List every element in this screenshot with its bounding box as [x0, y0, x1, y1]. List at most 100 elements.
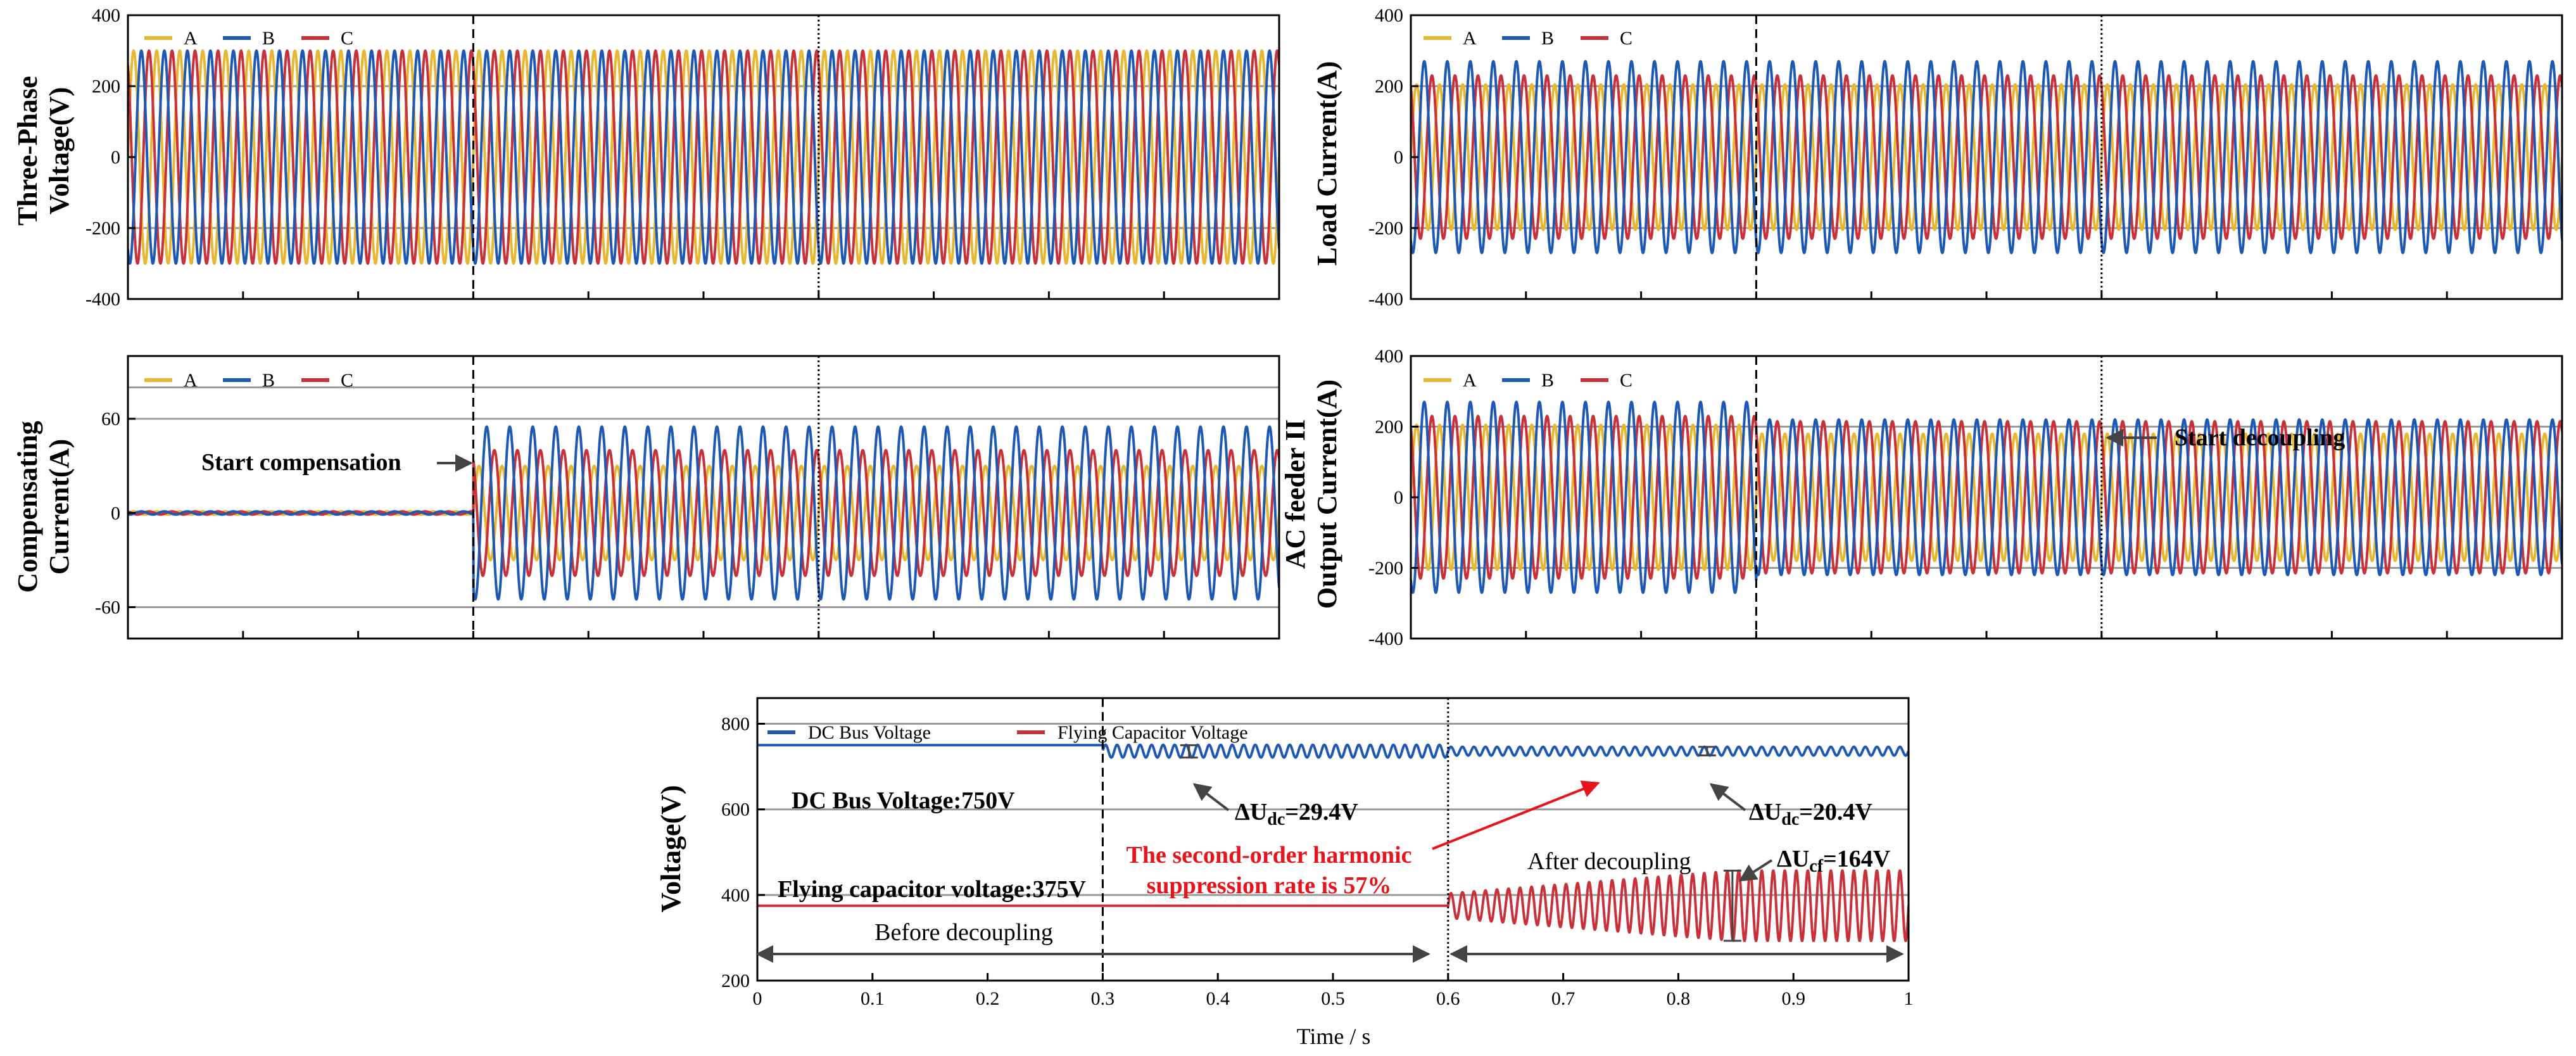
delta-udc-2-prefix: ΔU — [1749, 799, 1781, 825]
delta-udc-1-suffix: =29.4V — [1285, 799, 1358, 825]
delta-udc-2-suffix: =20.4V — [1799, 799, 1872, 825]
flying-capacitor-voltage-label: Flying capacitor voltage:375V — [778, 876, 1086, 903]
x-tick-label: 0.2 — [976, 988, 1000, 1009]
delta-udc-2-text: ΔUdc=20.4V — [1749, 799, 1872, 829]
before-decoupling-label-bg — [849, 919, 1079, 948]
trace-phase-c — [1411, 414, 2562, 580]
y-tick-label: -400 — [1368, 289, 1403, 310]
y-tick-label: 400 — [92, 5, 120, 26]
traces — [1411, 60, 2562, 255]
ac-feeder-ylabel-line2: Output Current(A) — [1311, 379, 1342, 609]
three-phase-voltage-ylabel-line1: Three-Phase — [12, 76, 43, 226]
legend-label-c: C — [341, 370, 353, 391]
legend-label-flying-cap: Flying Capacitor Voltage — [1058, 722, 1248, 743]
legend-label-a: A — [1463, 28, 1477, 49]
traces — [128, 425, 1279, 601]
compensating-current-ylabel-line2: Current(A) — [44, 439, 75, 575]
ac-feeder-output-current-legend: A B C — [1424, 370, 1632, 391]
trace-dc-bus-voltage — [757, 743, 1909, 759]
x-tick-label: 0.8 — [1667, 988, 1691, 1009]
traces — [1411, 400, 2562, 594]
y-tick-label: 0 — [111, 147, 120, 168]
delta-udc-1-text: ΔUdc=29.4V — [1235, 799, 1358, 829]
traces — [128, 49, 1279, 265]
trace-phase-b — [1411, 400, 2562, 594]
delta-ucf-prefix: ΔU — [1777, 846, 1809, 872]
start-compensation-label: Start compensation — [201, 449, 401, 476]
trace-phase-b — [128, 425, 1279, 601]
y-tick-label: 0 — [1394, 487, 1403, 508]
x-tick-label: 0.9 — [1781, 988, 1805, 1009]
y-tick-label: 200 — [92, 76, 120, 97]
delta-ucf-annotation: ΔUcf=164V — [1738, 846, 1891, 882]
y-tick-label: 200 — [1375, 417, 1403, 438]
x-tick-label: 1 — [1904, 988, 1914, 1009]
y-tick-label: -60 — [95, 597, 120, 618]
voltage-ylabel: Voltage(V) — [655, 785, 686, 912]
delta-udc-annotation-1: ΔUdc=29.4V — [1192, 783, 1358, 829]
y-tick-label: 800 — [721, 714, 750, 735]
y-tick-label: -400 — [85, 289, 120, 310]
load-current-plot: -400 -200 0 200 400 — [1368, 5, 2563, 310]
panel-three-phase-voltage: -400 -200 0 200 400 A B C Three-Phase Voltag… — [12, 5, 1280, 310]
load-current-ylabel: Load Current(A) — [1311, 61, 1342, 265]
trace-phase-a — [128, 464, 1279, 562]
y-tick-label: 600 — [721, 799, 750, 820]
legend-label-a: A — [1463, 370, 1477, 391]
y-tick-label: 200 — [1375, 76, 1403, 97]
delta-ucf-sub: cf — [1809, 856, 1823, 876]
after-decoupling-label: After decoupling — [1527, 848, 1691, 875]
y-tick-label: -200 — [85, 218, 120, 239]
harmonic-suppression-annotation: The second-order harmonic suppression ra… — [1126, 780, 1600, 899]
y-tick-label: 60 — [101, 409, 120, 429]
trace-phase-a — [1411, 423, 2562, 571]
legend-label-c: C — [1620, 28, 1632, 49]
legend-label-b: B — [1541, 28, 1554, 49]
y-tick-label: 400 — [1375, 346, 1403, 367]
trace-phase-c — [1411, 74, 2562, 240]
y-tick-label: 400 — [1375, 5, 1403, 26]
y-tick-label: 400 — [721, 885, 750, 906]
x-tick-label: 0.7 — [1551, 988, 1575, 1009]
y-tick-label: 0 — [1394, 147, 1403, 168]
dc-bus-voltage-legend: DC Bus Voltage Flying Capacitor Voltage — [767, 722, 1248, 743]
panel-dc-bus-voltage: 200 400 600 800 0 0.1 0.2 0.3 0.4 0.5 0.6 0.7 0.8 0.9… — [655, 697, 1914, 1049]
trace-phase-a — [1411, 83, 2562, 231]
delta-udc-2-arrow — [1709, 783, 1746, 811]
delta-ucf-arrow — [1738, 859, 1773, 882]
x-tick-label: 0.6 — [1436, 988, 1460, 1009]
y-tick-label: -400 — [1368, 628, 1403, 649]
panel-ac-feeder-output-current: -400 -200 0 200 400 A B C AC feeder II Outpu… — [1280, 346, 2563, 649]
y-tick-label: -200 — [1368, 218, 1403, 239]
x-tick-label: 0.1 — [861, 988, 885, 1009]
x-tick-label: 0 — [753, 988, 762, 1009]
x-tick-label: 0.4 — [1206, 988, 1230, 1009]
dc-bus-voltage-plot: 200 400 600 800 0 0.1 0.2 0.3 0.4 0.5 0.6 0.7 0.8 0.9… — [721, 697, 1914, 1009]
panel-load-current: -400 -200 0 200 400 A B C Load Current(A) — [1311, 5, 2563, 310]
compensating-current-ylabel-line1: Compensating — [12, 421, 43, 592]
load-current-legend: A B C — [1424, 28, 1632, 49]
trace-phase-c — [128, 49, 1279, 265]
before-decoupling-label: Before decoupling — [874, 919, 1053, 946]
legend-label-a: A — [184, 28, 198, 49]
legend-label-a: A — [184, 370, 198, 391]
legend-label-b: B — [1541, 370, 1554, 391]
delta-udc-2-sub: dc — [1781, 810, 1799, 829]
x-tick-label: 0.3 — [1091, 988, 1115, 1009]
delta-udc-1-sub: dc — [1267, 810, 1285, 829]
three-phase-voltage-ylabel-line2: Voltage(V) — [44, 87, 75, 214]
delta-udc-annotation-2: ΔUdc=20.4V — [1709, 783, 1872, 829]
delta-udc-1-prefix: ΔU — [1235, 799, 1267, 825]
compensating-current-legend: A B C — [144, 370, 353, 391]
legend-label-c: C — [341, 28, 353, 49]
delta-ucf-suffix: =164V — [1823, 846, 1891, 872]
trace-phase-a — [128, 49, 1279, 265]
x-tick-label: 0.5 — [1321, 988, 1345, 1009]
delta-udc-1-arrow — [1192, 783, 1230, 811]
compensating-current-plot: -60 0 60 — [95, 355, 1280, 640]
time-xlabel: Time / s — [1297, 1024, 1371, 1049]
three-phase-voltage-legend: A B C — [144, 28, 353, 49]
panel-compensating-current: -60 0 60 A B C Compensating Current(A) Sta… — [12, 355, 1280, 640]
legend-label-b: B — [262, 370, 275, 391]
